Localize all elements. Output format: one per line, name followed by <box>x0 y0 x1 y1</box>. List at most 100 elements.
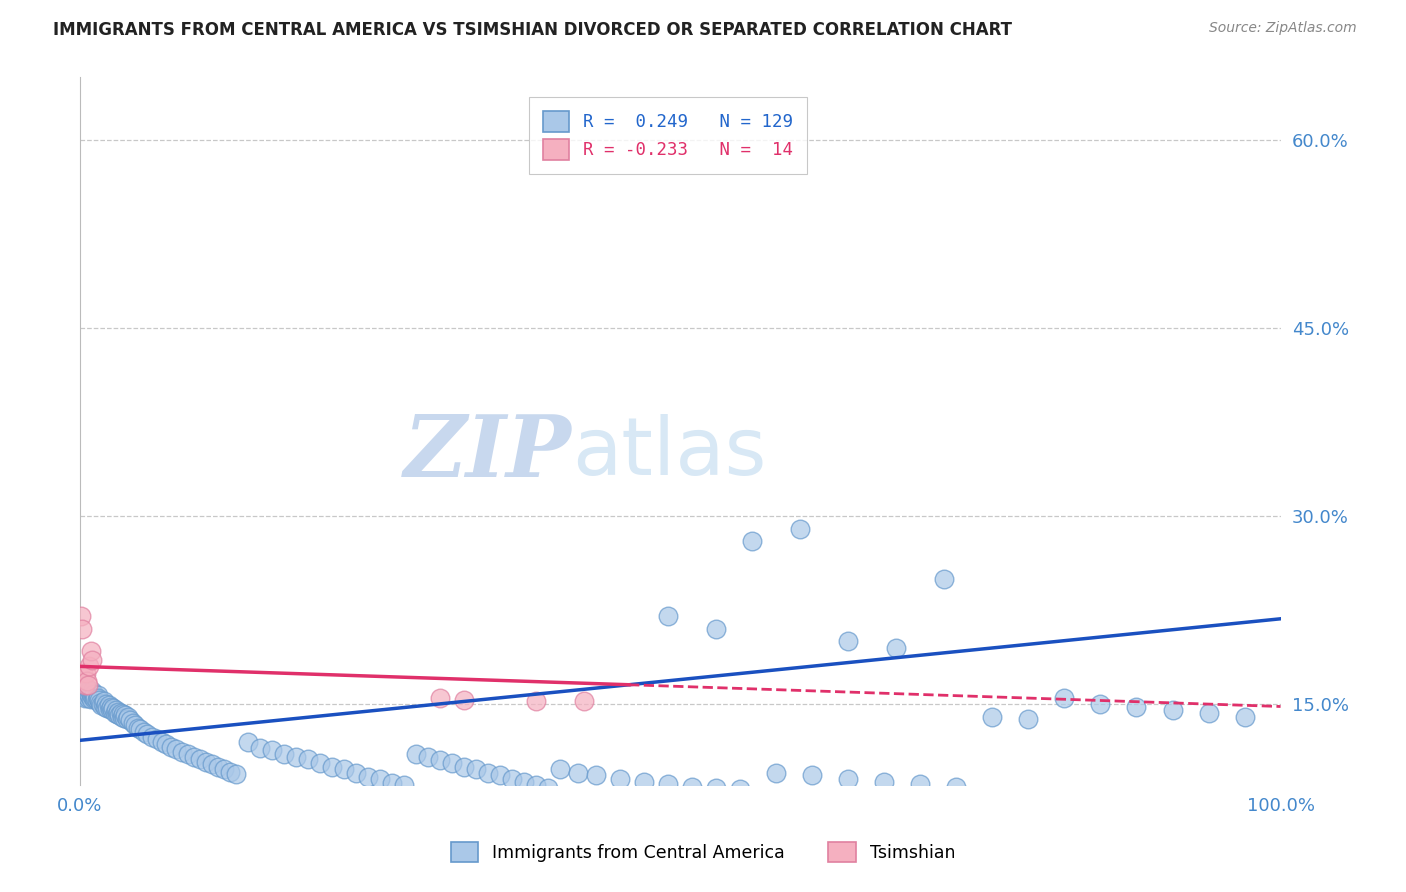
Point <box>801 768 824 782</box>
Point <box>96 700 118 714</box>
Point <box>79 692 101 706</box>
Point <box>83 692 105 706</box>
Point <box>219 764 242 779</box>
Point <box>103 700 125 714</box>
Point <box>524 694 547 708</box>
Point <box>429 753 451 767</box>
Point <box>453 693 475 707</box>
Point <box>72 665 94 680</box>
Point <box>225 767 247 781</box>
Point <box>333 762 356 776</box>
Point <box>1017 712 1039 726</box>
Point <box>188 752 211 766</box>
Point <box>1125 699 1147 714</box>
Point <box>170 745 193 759</box>
Point <box>72 681 94 696</box>
Point <box>765 765 787 780</box>
Point <box>129 722 152 736</box>
Point <box>609 772 631 787</box>
Point <box>104 703 127 717</box>
Point <box>886 640 908 655</box>
Point <box>453 759 475 773</box>
Point <box>357 770 380 784</box>
Point <box>105 706 128 721</box>
Point <box>837 772 859 787</box>
Point <box>381 776 404 790</box>
Point <box>145 732 167 747</box>
Point <box>730 782 752 797</box>
Point <box>75 688 97 702</box>
Point <box>120 713 142 727</box>
Point <box>273 747 295 761</box>
Point <box>1198 706 1220 720</box>
Point <box>177 747 200 761</box>
Point <box>429 690 451 705</box>
Point <box>567 765 589 780</box>
Point <box>79 688 101 702</box>
Point <box>75 665 97 680</box>
Point <box>309 756 332 770</box>
Point <box>75 684 97 698</box>
Point <box>112 706 135 721</box>
Point <box>79 687 101 701</box>
Point <box>97 698 120 713</box>
Point <box>70 609 93 624</box>
Point <box>91 697 114 711</box>
Point <box>981 709 1004 723</box>
Point <box>136 727 159 741</box>
Point <box>548 762 571 776</box>
Point <box>124 718 146 732</box>
Point <box>127 721 149 735</box>
Point <box>83 687 105 701</box>
Point <box>150 734 173 748</box>
Point <box>344 765 367 780</box>
Point <box>934 572 956 586</box>
Point <box>87 688 110 702</box>
Point <box>155 737 177 751</box>
Point <box>165 742 187 756</box>
Point <box>657 609 679 624</box>
Point <box>87 690 110 705</box>
Point <box>73 690 96 705</box>
Text: ZIP: ZIP <box>405 411 572 494</box>
Point <box>72 684 94 698</box>
Point <box>572 694 595 708</box>
Point <box>94 699 117 714</box>
Point <box>115 712 138 726</box>
Point <box>477 765 499 780</box>
Point <box>1090 697 1112 711</box>
Point <box>873 774 896 789</box>
Point <box>72 622 94 636</box>
Point <box>537 780 560 795</box>
Point <box>80 690 103 704</box>
Point <box>141 730 163 744</box>
Point <box>110 706 132 720</box>
Point <box>368 772 391 787</box>
Point <box>76 674 98 689</box>
Point <box>90 698 112 713</box>
Point <box>89 696 111 710</box>
Point <box>1053 690 1076 705</box>
Point <box>194 755 217 769</box>
Point <box>107 705 129 719</box>
Point <box>789 522 811 536</box>
Point <box>101 703 124 717</box>
Point <box>416 749 439 764</box>
Point <box>73 681 96 695</box>
Point <box>249 740 271 755</box>
Point <box>260 743 283 757</box>
Point <box>465 762 488 776</box>
Point <box>910 777 932 791</box>
Point <box>84 690 107 705</box>
Point <box>108 708 131 723</box>
Point <box>837 634 859 648</box>
Point <box>112 711 135 725</box>
Legend: Immigrants from Central America, Tsimshian: Immigrants from Central America, Tsimshi… <box>437 829 969 876</box>
Point <box>405 747 427 761</box>
Point <box>585 768 607 782</box>
Point <box>132 724 155 739</box>
Point <box>741 534 763 549</box>
Point <box>87 693 110 707</box>
Point <box>681 780 703 794</box>
Legend: R =  0.249   N = 129, R = -0.233   N =  14: R = 0.249 N = 129, R = -0.233 N = 14 <box>530 96 807 174</box>
